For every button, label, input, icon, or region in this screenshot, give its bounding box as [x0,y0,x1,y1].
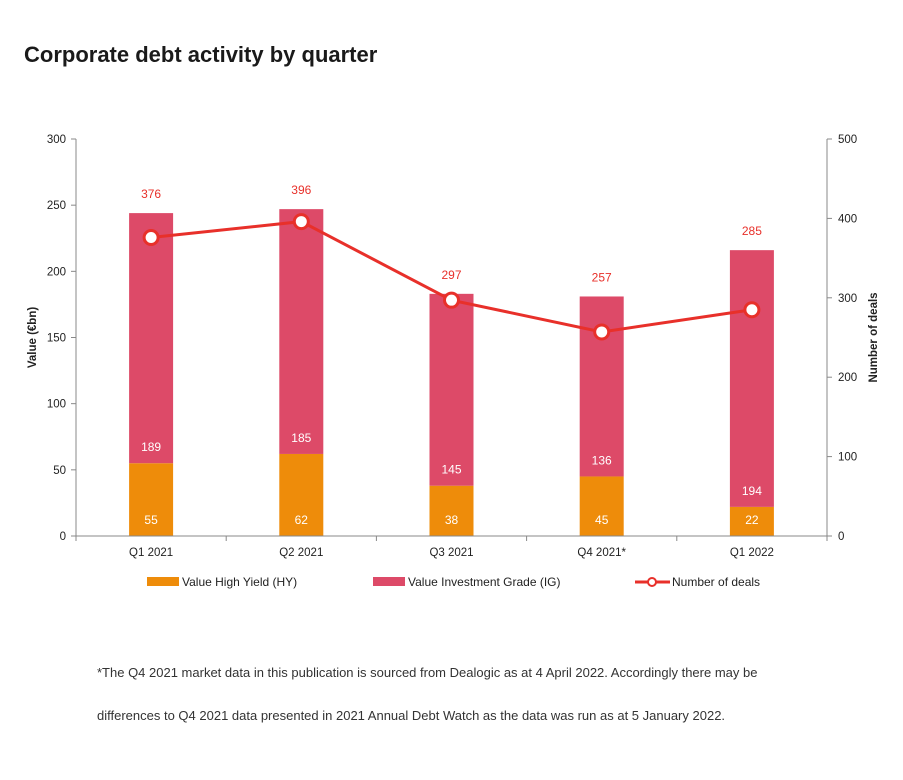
chart-title: Corporate debt activity by quarter [24,42,378,67]
left-tick-label: 0 [60,531,66,543]
ig-value-label: 145 [441,463,461,477]
right-tick-label: 400 [838,213,857,225]
deals-point-5 [743,301,761,319]
ig-bar-2 [279,209,324,454]
left-tick-label: 250 [47,200,66,212]
deals-value-label: 285 [742,224,762,238]
hy-value-label: 62 [295,513,309,527]
ig-value-label: 136 [592,453,612,467]
ig-value-label: 194 [742,484,762,498]
left-tick-label: 300 [47,134,66,146]
legend-ig-swatch [373,577,405,586]
x-tick-label: Q2 2021 [279,547,323,559]
hy-value-label: 38 [445,513,459,527]
right-tick-label: 300 [838,293,857,305]
debt-activity-chart: 0 50 100 150 200 250 300 0 100 200 300 400 500 Q1 202… [27,134,880,589]
deals-value-label: 396 [291,183,311,197]
right-tick-label: 0 [838,531,844,543]
hy-bar-5 [729,506,774,536]
deals-value-label: 376 [141,187,161,201]
ig-bar-3 [429,293,474,486]
deals-value-label: 297 [441,268,461,282]
y-axis-title-right: Number of deals [868,292,880,382]
hy-value-label: 22 [745,513,759,527]
right-tick-label: 100 [838,452,857,464]
left-tick-label: 200 [47,266,66,278]
left-tick-label: 150 [47,333,66,345]
hy-value-label: 45 [595,513,609,527]
hy-bar-1 [129,463,174,536]
legend-deals-marker [647,577,657,587]
deals-point-1 [142,228,160,246]
hy-value-label: 55 [144,513,158,527]
ig-bar-5 [729,250,774,507]
legend-deals-label: Number of deals [672,575,760,589]
hy-bar-4 [579,476,624,536]
footnote-line-2: differences to Q4 2021 data presented in… [97,708,726,723]
ig-bar-1 [129,213,174,464]
x-tick-label: Q3 2021 [429,547,473,559]
deals-value-label: 257 [592,270,612,284]
deals-point-2 [292,213,310,231]
x-tick-label: Q1 2022 [730,547,774,559]
x-tick-label: Q1 2021 [129,547,173,559]
left-tick-label: 100 [47,399,66,411]
deals-point-3 [443,291,460,309]
hy-bar-2 [279,453,324,536]
footnote-line-1: *The Q4 2021 market data in this publica… [97,665,758,680]
hy-bar-3 [429,485,474,536]
right-tick-label: 500 [838,134,857,146]
y-axis-title-left: Value (€bn) [27,307,39,369]
right-tick-label: 200 [838,372,857,384]
x-tick-label: Q4 2021* [577,547,626,559]
legend-hy-label: Value High Yield (HY) [182,575,297,589]
legend-ig-label: Value Investment Grade (IG) [408,575,561,589]
ig-value-label: 189 [141,440,161,454]
legend-hy-swatch [147,577,179,586]
deals-point-4 [593,323,611,341]
left-tick-label: 50 [53,465,66,477]
ig-value-label: 185 [291,431,311,445]
